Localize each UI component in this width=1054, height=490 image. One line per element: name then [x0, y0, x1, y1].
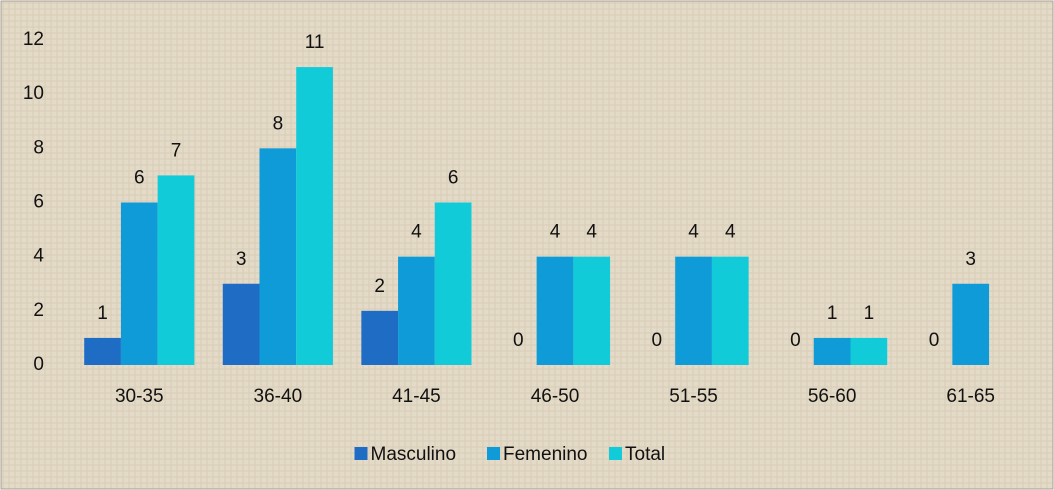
bar [813, 337, 851, 365]
bar [573, 256, 611, 365]
y-tick-label: 0 [33, 354, 44, 375]
x-tick-label: 46-50 [531, 386, 580, 407]
legend-swatch [354, 447, 368, 460]
y-tick-label: 12 [23, 29, 44, 50]
data-label: 0 [790, 330, 801, 351]
legend-label: Total [625, 444, 665, 465]
data-label: 2 [374, 276, 385, 297]
data-label: 6 [448, 168, 459, 189]
y-tick-label: 4 [33, 246, 44, 267]
data-label: 1 [864, 303, 875, 324]
data-label: 0 [513, 330, 524, 351]
y-tick-label: 10 [23, 83, 44, 104]
y-tick-label: 2 [33, 300, 44, 321]
y-tick-label: 8 [33, 137, 44, 158]
data-label: 3 [965, 249, 976, 270]
legend-label: Femenino [503, 444, 588, 465]
bar [296, 67, 333, 365]
data-label: 4 [586, 222, 597, 243]
bar [536, 256, 574, 365]
data-label: 4 [411, 222, 422, 243]
data-label: 8 [273, 113, 284, 134]
bar [259, 148, 297, 365]
x-tick-label: 36-40 [254, 386, 303, 407]
legend-swatch [487, 447, 500, 460]
legend-label: Masculino [371, 444, 457, 465]
bar [850, 337, 888, 365]
data-label: 11 [305, 32, 325, 53]
bar [361, 310, 399, 365]
x-tick-label: 56-60 [808, 386, 857, 407]
bar [157, 175, 195, 365]
data-label: 1 [827, 303, 838, 324]
x-tick-label: 41-45 [392, 386, 441, 407]
data-label: 0 [652, 330, 663, 351]
data-label: 1 [97, 303, 108, 324]
bar [120, 202, 158, 365]
x-tick-label: 30-35 [115, 386, 164, 407]
data-label: 4 [550, 222, 561, 243]
x-tick-label: 51-55 [669, 386, 718, 407]
legend-swatch [609, 447, 622, 460]
bar [84, 337, 121, 365]
data-label: 4 [725, 222, 736, 243]
bar [434, 202, 472, 365]
data-label: 0 [929, 330, 940, 351]
y-tick-label: 6 [33, 192, 44, 213]
data-label: 7 [171, 140, 182, 161]
data-label: 6 [134, 168, 145, 189]
data-label: 3 [236, 249, 247, 270]
bar [952, 283, 990, 365]
bar [222, 283, 260, 365]
bar [711, 256, 749, 365]
bar [398, 256, 435, 365]
x-tick-label: 61-65 [946, 386, 995, 407]
data-label: 4 [688, 222, 699, 243]
bar [675, 256, 712, 365]
